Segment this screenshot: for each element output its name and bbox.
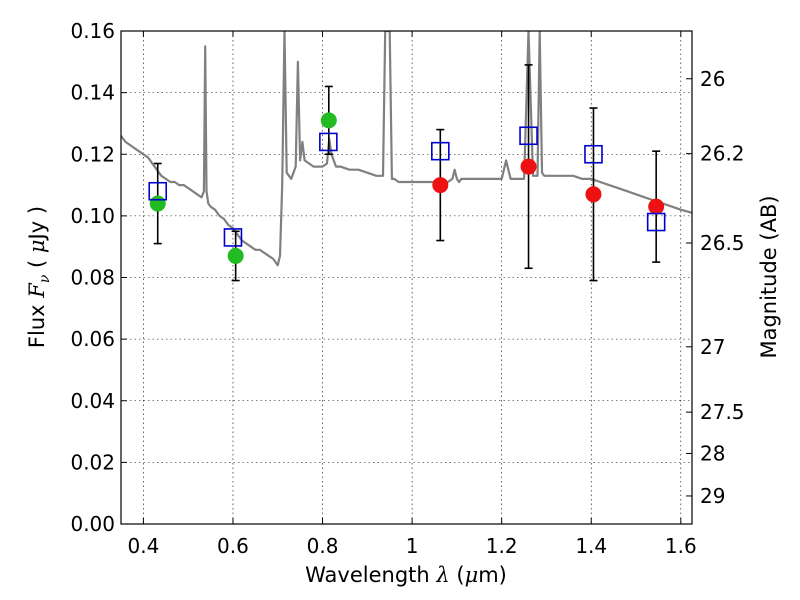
grid [121,30,692,525]
y2-tick-label: 26 [700,67,725,91]
model-bandpass-square [646,212,666,232]
y2-tick-label: 26.2 [700,142,745,166]
y2-axis-label: Magnitude (AB) [757,195,781,358]
y-tick-label: 0.08 [70,266,115,290]
model-spectrum-line [121,31,692,267]
x-axis-label: Wavelength λ (μm) [305,563,507,587]
observed-nir-point [648,198,665,215]
x-tick-label: 0.4 [127,534,159,558]
x-tick-label: 1 [406,534,419,558]
model-bandpass-square [223,228,243,247]
observed-nir-point [520,158,537,175]
observed-optical-point [320,112,337,129]
model-bandpass-square [519,126,538,146]
observed-nir-point [432,177,449,194]
x-tick-label: 1.2 [486,534,518,558]
model-bandpass-square [148,181,168,201]
y-tick-label: 0.10 [70,204,115,228]
y-tick-label: 0.00 [70,512,115,536]
axes: 0.4 0.6 0.8 1 1.2 1.4 1.6 0.00 0.02 0.04 0.06 0.08 0… [70,19,744,558]
x-tick-label: 1.4 [575,534,607,558]
x-tick-label: 0.6 [217,534,249,558]
y-tick-label: 0.16 [70,19,115,43]
model-bandpass-square [584,144,603,164]
plot-area [121,31,692,282]
model-bandpass-square [319,132,338,152]
x-tick-label: 1.6 [665,534,697,558]
x-tick-label: 0.8 [307,534,339,558]
y2-tick-label: 29 [700,484,725,508]
y2-tick-label: 26.5 [700,231,745,255]
y-tick-label: 0.12 [70,142,115,166]
y2-tick-label: 27.5 [700,400,745,424]
y-tick-label: 0.02 [70,450,115,474]
y-tick-label: 0.04 [70,389,115,413]
observed-nir-point [585,186,602,203]
y2-tick-label: 27 [700,335,725,359]
observed-optical-point [149,195,166,212]
observed-optical-point [227,247,244,264]
model-bandpass-square [431,141,450,161]
y-axis-label: Flux Fν ( μJy ) [25,206,53,348]
y-tick-label: 0.14 [70,81,115,105]
y2-tick-label: 28 [700,441,725,465]
y-tick-label: 0.06 [70,327,115,351]
